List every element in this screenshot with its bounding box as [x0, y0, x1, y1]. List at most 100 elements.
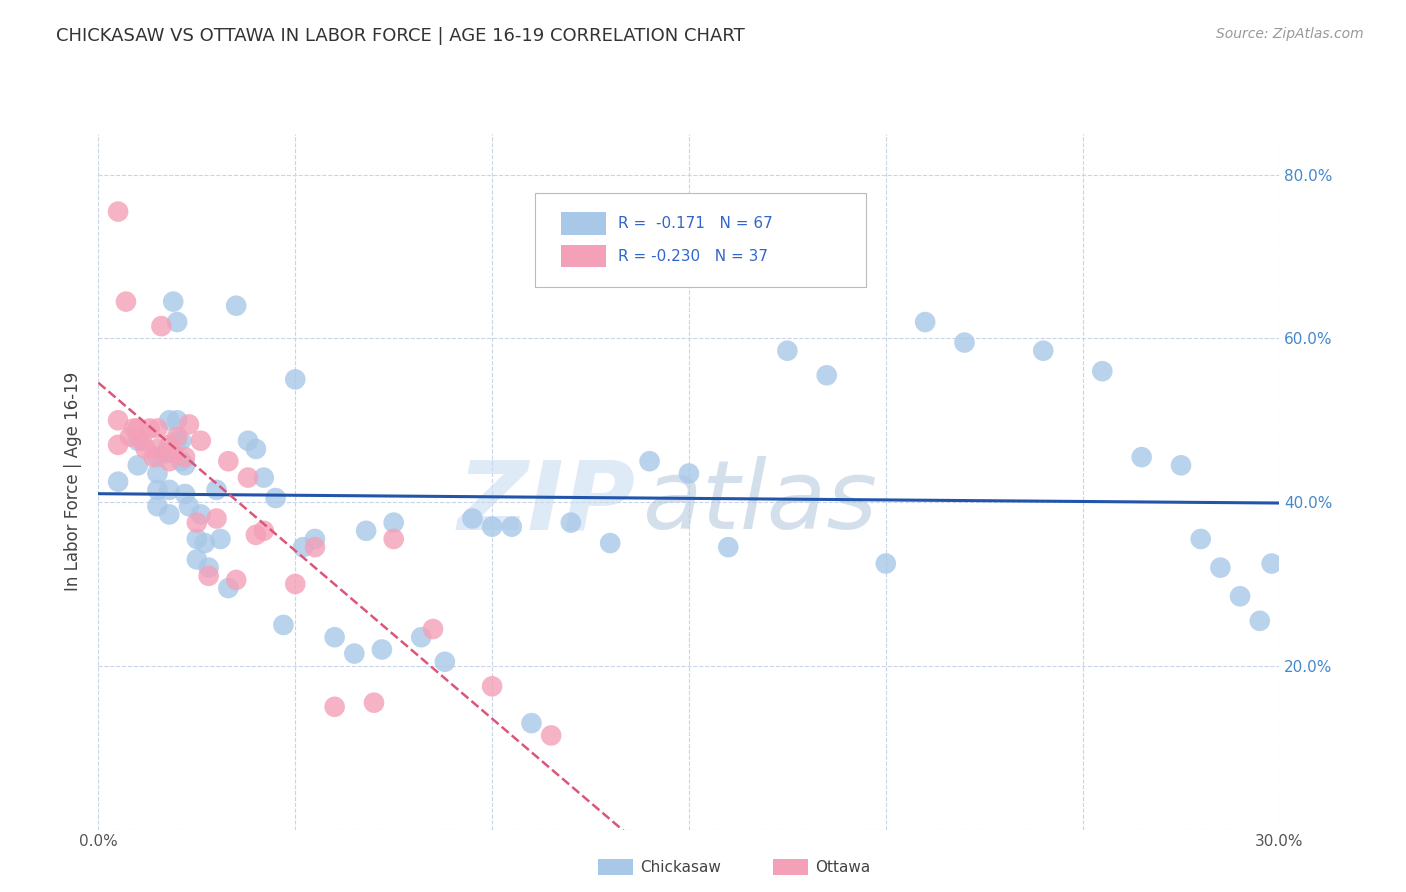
Point [166, 315, 188, 329]
Point [411, 630, 433, 644]
Text: atlas: atlas [641, 456, 877, 549]
Point [146, 442, 169, 456]
Y-axis label: In Labor Force | Age 16-19: In Labor Force | Age 16-19 [65, 372, 83, 591]
Point [1091, 364, 1114, 378]
Point [194, 536, 217, 550]
Point [135, 442, 157, 456]
Point [177, 417, 200, 432]
Point [190, 434, 212, 448]
Point [197, 560, 219, 574]
Point [146, 483, 169, 497]
Point [127, 434, 149, 448]
Point [157, 508, 180, 522]
Point [1260, 557, 1282, 571]
Point [131, 434, 153, 448]
Point [122, 421, 145, 435]
Point [422, 622, 444, 636]
Text: Source: ZipAtlas.com: Source: ZipAtlas.com [1216, 27, 1364, 41]
Point [107, 413, 129, 427]
Point [245, 528, 267, 542]
Point [197, 569, 219, 583]
Point [264, 491, 287, 505]
Point [217, 581, 239, 595]
Point [166, 430, 188, 444]
Bar [561, 212, 606, 235]
Text: ZIP: ZIP [458, 456, 636, 549]
Text: Chickasaw: Chickasaw [640, 860, 721, 874]
Text: R = -0.230   N = 37: R = -0.230 N = 37 [619, 249, 768, 264]
Point [170, 454, 193, 468]
Point [157, 454, 180, 468]
Point [501, 519, 523, 533]
Point [162, 294, 184, 309]
Point [1249, 614, 1271, 628]
Point [253, 470, 276, 484]
Point [540, 728, 562, 742]
Point [157, 413, 180, 427]
Point [875, 557, 897, 571]
Point [217, 454, 239, 468]
Point [1189, 532, 1212, 546]
Point [174, 450, 197, 464]
Point [155, 446, 177, 460]
Point [599, 536, 621, 550]
Point [166, 413, 188, 427]
Point [560, 516, 582, 530]
Text: Ottawa: Ottawa [815, 860, 870, 874]
Point [323, 699, 346, 714]
Point [433, 655, 456, 669]
Point [166, 434, 188, 448]
Point [1032, 343, 1054, 358]
FancyBboxPatch shape [536, 193, 866, 287]
Point [273, 618, 295, 632]
Point [382, 516, 405, 530]
Point [150, 319, 173, 334]
Point [186, 532, 208, 546]
Point [115, 294, 138, 309]
Text: R =  -0.171   N = 67: R = -0.171 N = 67 [619, 216, 773, 231]
Point [225, 299, 247, 313]
Point [284, 577, 307, 591]
Point [1209, 560, 1232, 574]
Point [461, 511, 484, 525]
Point [186, 516, 208, 530]
Point [138, 421, 160, 435]
Point [245, 442, 267, 456]
Point [354, 524, 377, 538]
Point [162, 446, 184, 460]
Point [253, 524, 276, 538]
Point [186, 552, 208, 566]
Point [1170, 458, 1192, 473]
Point [914, 315, 936, 329]
Point [776, 343, 799, 358]
Point [481, 679, 503, 693]
Point [127, 421, 149, 435]
Point [304, 532, 326, 546]
Point [481, 519, 503, 533]
Point [638, 454, 661, 468]
Point [717, 540, 740, 554]
Bar [561, 245, 606, 268]
Point [382, 532, 405, 546]
Point [205, 483, 228, 497]
Point [174, 458, 197, 473]
Point [127, 458, 149, 473]
Point [170, 434, 193, 448]
Point [343, 647, 366, 661]
Point [363, 696, 385, 710]
Point [142, 450, 165, 464]
Point [205, 511, 228, 525]
Point [284, 372, 307, 386]
Point [678, 467, 700, 481]
Point [177, 500, 200, 514]
Point [118, 430, 141, 444]
Point [236, 434, 259, 448]
Point [146, 500, 169, 514]
Point [520, 716, 543, 731]
Point [157, 438, 180, 452]
Point [174, 487, 197, 501]
Point [953, 335, 976, 350]
Point [815, 368, 838, 383]
Point [323, 630, 346, 644]
Point [146, 467, 169, 481]
